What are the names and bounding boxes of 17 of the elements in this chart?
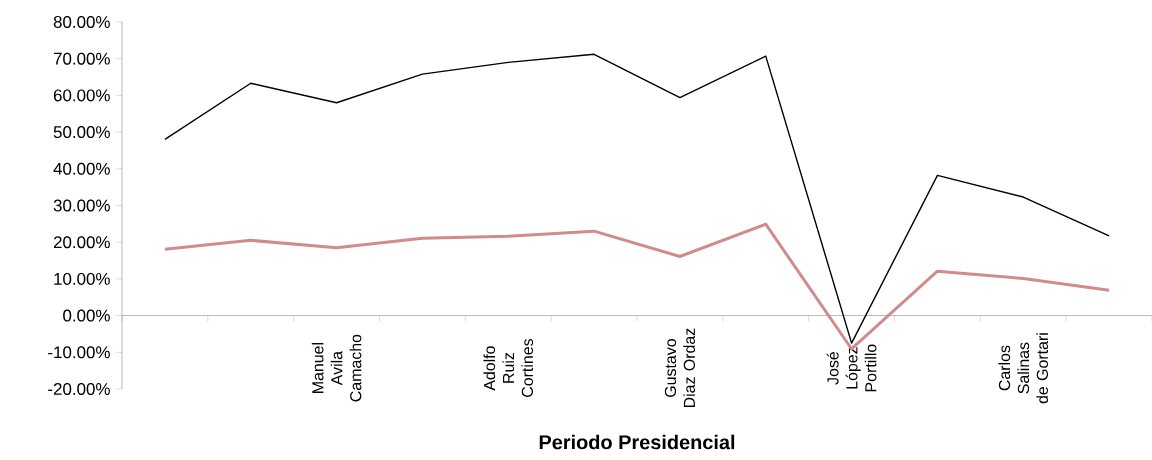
y-tick-label: 40.00% <box>53 162 110 175</box>
x-tick-label: José López Portillo <box>826 344 877 392</box>
x-tick-label: Carlos Salinas de Gortari <box>998 333 1049 404</box>
x-tick-label: Gustavo Diaz Ordaz <box>664 328 696 408</box>
y-tick-label: 0.00% <box>63 309 110 322</box>
x-axis-title: Periodo Presidencial <box>539 434 735 450</box>
y-tick-label: 10.00% <box>54 272 110 285</box>
y-tick-label: 60.00% <box>53 89 110 102</box>
y-tick-label: 50.00% <box>53 126 110 139</box>
y-tick-label: 80.00% <box>53 15 110 28</box>
y-tick-label: 20.00% <box>53 236 110 249</box>
y-tick-label: -10.00% <box>48 346 110 359</box>
y-tick-label: -20.00% <box>48 382 110 395</box>
x-tick-label: Manuel Avila Camacho <box>311 334 362 402</box>
y-tick-label: 30.00% <box>53 199 110 212</box>
y-tick-label: 70.00% <box>53 52 110 65</box>
x-tick-label: Adolfo Ruiz Cortines <box>483 339 534 397</box>
